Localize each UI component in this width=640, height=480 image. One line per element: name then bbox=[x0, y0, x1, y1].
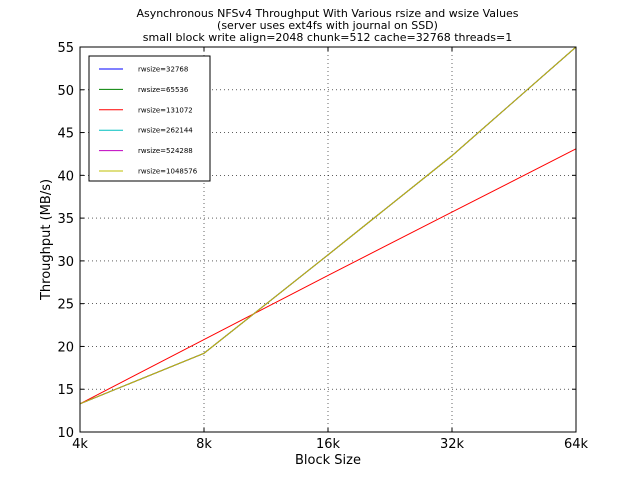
y-tick-label: 30 bbox=[57, 255, 74, 270]
x-tick-label: 16k bbox=[316, 437, 341, 452]
y-axis-label: Throughput (MB/s) bbox=[39, 179, 54, 301]
y-tick-label: 25 bbox=[57, 298, 74, 313]
series-line-2 bbox=[79, 148, 577, 405]
series-line-5 bbox=[79, 46, 577, 405]
legend-label-3: rwsize=262144 bbox=[138, 127, 193, 135]
legend: rwsize=32768 rwsize=65536 rwsize=131072 rws… bbox=[88, 55, 211, 182]
legend-label-5: rwsize=1048576 bbox=[138, 168, 198, 176]
x-tick-label: 64k bbox=[564, 437, 589, 452]
chart-title-line-2: (server uses ext4fs with journal on SSD) bbox=[217, 19, 438, 32]
chart-title-line-1: Asynchronous NFSv4 Throughput With Vario… bbox=[136, 7, 519, 20]
chart-title-line-3: small block write align=2048 chunk=512 c… bbox=[142, 31, 513, 44]
legend-label-1: rwsize=65536 bbox=[138, 86, 189, 94]
legend-box bbox=[88, 55, 211, 182]
y-tick-label: 40 bbox=[57, 169, 74, 184]
x-axis-label: Block Size bbox=[295, 453, 361, 468]
y-tick-label: 55 bbox=[57, 41, 74, 56]
series-lines bbox=[79, 46, 577, 405]
legend-label-4: rwsize=524288 bbox=[138, 147, 193, 155]
x-tick-label: 8k bbox=[196, 437, 212, 452]
legend-label-0: rwsize=32768 bbox=[138, 66, 188, 74]
y-tick-label: 45 bbox=[57, 127, 74, 142]
y-tick-label: 35 bbox=[57, 212, 74, 227]
y-tick-label: 20 bbox=[57, 340, 74, 355]
legend-label-2: rwsize=131072 bbox=[138, 106, 193, 114]
axis-ticks: 10 15 20 25 30 35 40 45 50 55 4k 8k 16k 32k 64k bbox=[57, 41, 588, 452]
x-tick-label: 32k bbox=[440, 437, 465, 452]
y-tick-label: 10 bbox=[57, 426, 74, 441]
y-tick-label: 15 bbox=[57, 383, 74, 398]
y-tick-label: 50 bbox=[57, 84, 74, 99]
x-tick-label: 4k bbox=[72, 437, 88, 452]
